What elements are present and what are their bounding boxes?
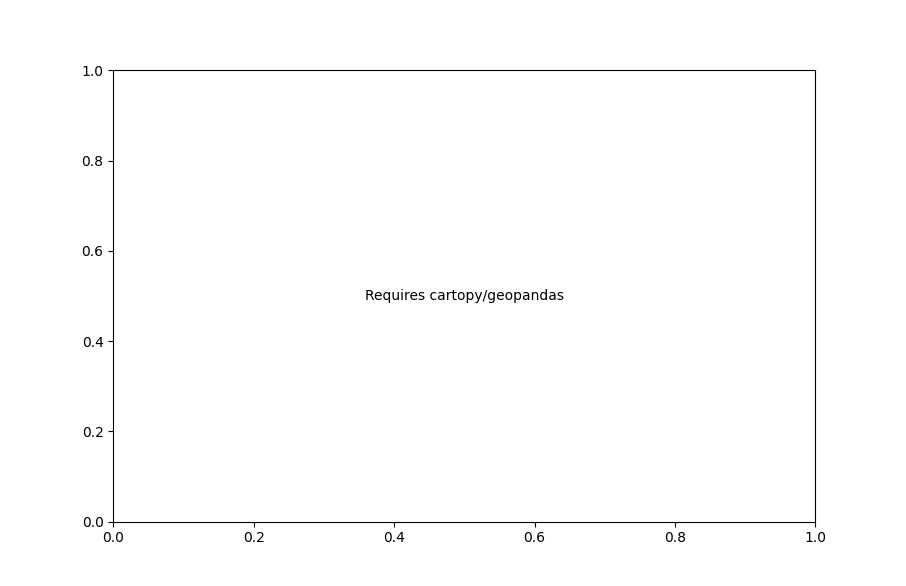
Text: Requires cartopy/geopandas: Requires cartopy/geopandas	[365, 289, 564, 303]
